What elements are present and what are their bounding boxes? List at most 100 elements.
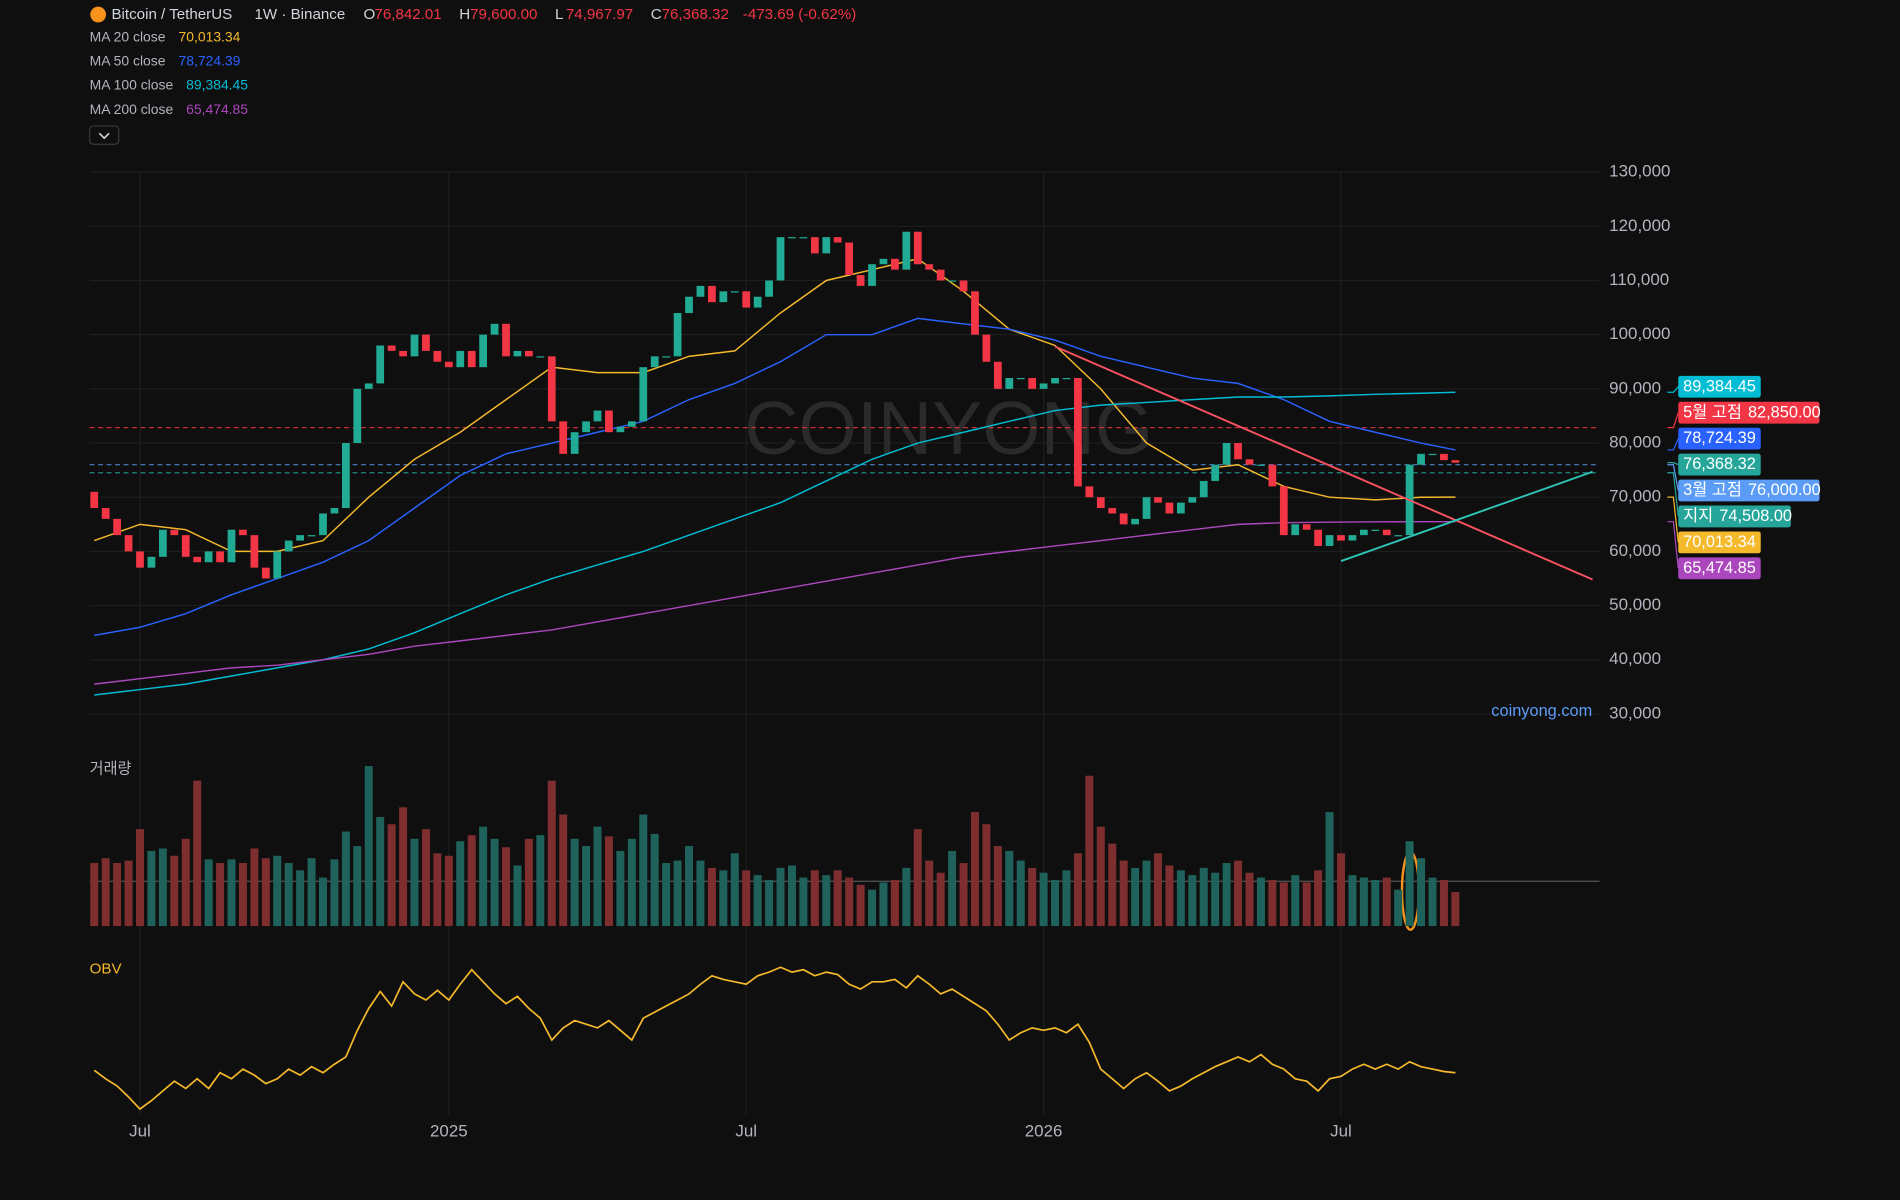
candle — [891, 258, 899, 270]
candle — [547, 356, 556, 422]
candle — [479, 334, 488, 368]
ma-line — [94, 258, 1456, 553]
price-label: 지지 74,508.00 — [1678, 505, 1792, 528]
candle — [1234, 443, 1242, 460]
ma-legend-value: 78,724.39 — [178, 53, 240, 69]
y-tick-label: 120,000 — [1609, 216, 1670, 235]
candle — [1039, 383, 1048, 389]
candle — [284, 540, 293, 552]
candle — [170, 529, 179, 536]
volume-bar — [399, 807, 408, 927]
candle — [376, 345, 385, 384]
candle — [525, 350, 533, 357]
volume-bar — [1394, 889, 1403, 927]
price-label-connector — [1667, 386, 1679, 393]
volume-bar — [536, 835, 545, 927]
ma-line — [94, 317, 1456, 637]
volume-bar — [787, 865, 796, 927]
candle — [353, 388, 362, 444]
volume-bar — [158, 848, 167, 927]
candle — [1394, 535, 1403, 537]
price-label-part: 76,368.32 — [1683, 455, 1756, 473]
price-label-connector — [1667, 464, 1679, 491]
candle — [742, 291, 751, 308]
x-tick-label: Jul — [735, 1122, 757, 1141]
candle — [1291, 524, 1300, 536]
obv-title: OBV — [90, 961, 123, 978]
price-label-text: 지지 74,508.00 — [1683, 507, 1792, 525]
volume-bar — [296, 870, 305, 927]
volume-bar — [707, 867, 716, 927]
price-label-text: 65,474.85 — [1683, 559, 1756, 577]
volume-bar — [319, 877, 328, 927]
candle — [1051, 378, 1059, 384]
candle — [1016, 378, 1025, 380]
candle — [1222, 443, 1231, 465]
volume-bar — [1268, 880, 1277, 927]
volume-bar — [238, 863, 247, 927]
candle — [1440, 453, 1448, 461]
volume-bar — [433, 853, 442, 927]
y-tick-label: 50,000 — [1609, 595, 1661, 614]
price-label-part: 78,724.39 — [1683, 430, 1756, 448]
candle — [1085, 486, 1094, 498]
price-label-part: 5월 고점 — [1683, 404, 1742, 422]
candle — [696, 285, 705, 297]
volume-bar — [1062, 870, 1071, 927]
candle — [1028, 378, 1037, 389]
volume-bar — [913, 829, 922, 927]
volume-bar — [387, 824, 396, 927]
ohlc-value: 76,842.01 — [374, 6, 441, 23]
candle — [181, 535, 190, 557]
candle — [788, 237, 796, 239]
trendline — [1340, 470, 1593, 563]
price-label-text: 70,013.34 — [1683, 533, 1756, 551]
volume-bar — [524, 838, 533, 927]
price-label-bg — [1678, 505, 1791, 528]
candle — [101, 508, 110, 519]
collapse-button[interactable] — [89, 125, 120, 145]
volume-bar — [1439, 880, 1448, 927]
volume-bar — [833, 870, 842, 927]
candle — [845, 242, 854, 276]
candle — [1176, 502, 1185, 514]
candle — [433, 350, 442, 362]
volume-bar — [845, 877, 854, 927]
volume-bar — [673, 860, 682, 927]
volume-bar — [1256, 877, 1265, 927]
source: coinyong.com — [1491, 702, 1592, 720]
volume-bar — [1108, 843, 1117, 927]
volume-bar — [982, 824, 991, 927]
price-label: 65,474.85 — [1678, 557, 1761, 580]
price-label-bg — [1678, 531, 1761, 554]
candle — [342, 443, 350, 509]
volume-bar — [936, 872, 945, 927]
volume-bar — [135, 829, 144, 927]
ohlc-value: 74,967.97 — [566, 6, 633, 23]
price-label-connector — [1667, 462, 1679, 466]
candle — [502, 323, 510, 357]
volume-bar — [1336, 853, 1345, 927]
volume-bar — [1085, 775, 1094, 927]
candle — [1325, 535, 1334, 546]
ma-legend-name: MA 200 close — [90, 101, 174, 117]
volume-bar — [559, 814, 568, 927]
price-label-connector — [1667, 521, 1679, 569]
volume-bar — [685, 846, 694, 927]
price-label: 78,724.39 — [1678, 427, 1761, 450]
volume-bar — [1222, 863, 1231, 927]
volume-bar — [353, 846, 362, 927]
volume-bar — [341, 831, 350, 927]
price-label-connector — [1667, 472, 1679, 517]
candle — [1451, 460, 1460, 463]
volume-bar — [307, 858, 316, 927]
candle — [1428, 453, 1437, 456]
ohlc-key: H — [459, 6, 470, 23]
candle — [902, 231, 911, 270]
volume-bar — [364, 766, 373, 927]
price-label-text: 5월 고점 82,850.00 — [1683, 404, 1821, 422]
volume-bar — [696, 860, 705, 927]
candle — [261, 567, 270, 579]
candle — [307, 535, 316, 537]
